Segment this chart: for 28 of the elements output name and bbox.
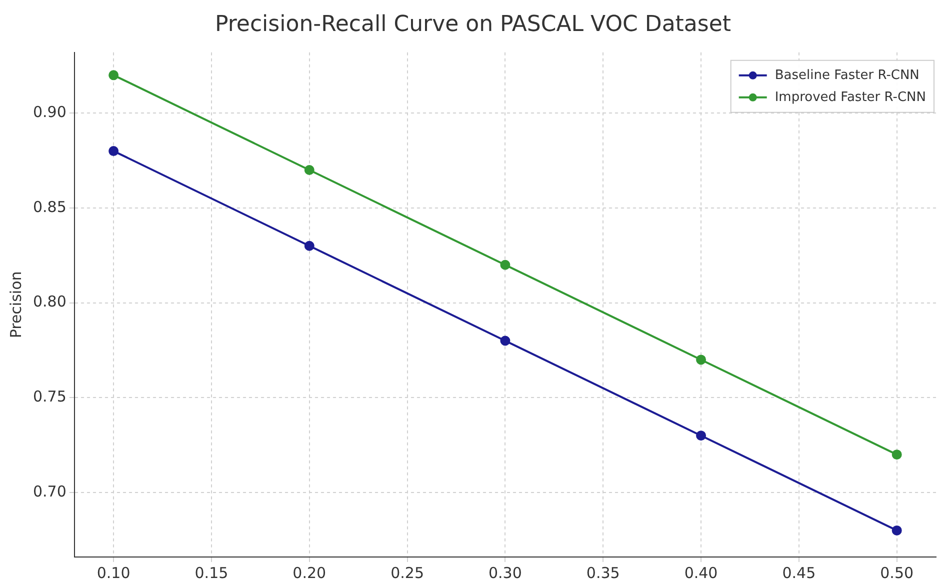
x-tick-label: 0.25: [390, 564, 424, 582]
legend-label: Improved Faster R-CNN: [774, 90, 926, 105]
point: [500, 336, 510, 346]
x-tick-label: 0.20: [292, 564, 326, 582]
y-tick-label: 0.75: [32, 388, 66, 406]
y-tick-label: 0.80: [32, 292, 66, 311]
point: [304, 165, 314, 176]
x-tick-label: 0.30: [488, 564, 522, 582]
point: [696, 430, 706, 441]
point: [696, 354, 706, 365]
x-tick-label: 0.35: [586, 564, 620, 582]
y-tick-label: 0.70: [32, 482, 66, 500]
x-tick-label: 0.10: [96, 564, 130, 582]
legend-label: Baseline Faster R-CNN: [774, 68, 920, 83]
y-tick-label: 0.90: [32, 102, 66, 121]
point: [108, 70, 119, 80]
point: [892, 450, 902, 460]
y-axis-title: Precision: [6, 271, 25, 338]
x-tick-label: 0.45: [782, 564, 816, 582]
point: [892, 525, 902, 536]
x-tick-label: 0.40: [684, 564, 718, 582]
y-tick-label: 0.85: [32, 198, 66, 216]
point: [108, 146, 119, 156]
x-tick-label: 0.50: [880, 564, 914, 582]
point: [500, 260, 510, 270]
x-tick-label: 0.15: [194, 564, 228, 582]
chart-title: Precision-Recall Curve on PASCAL VOC Dataset: [214, 12, 732, 37]
point: [304, 240, 314, 251]
